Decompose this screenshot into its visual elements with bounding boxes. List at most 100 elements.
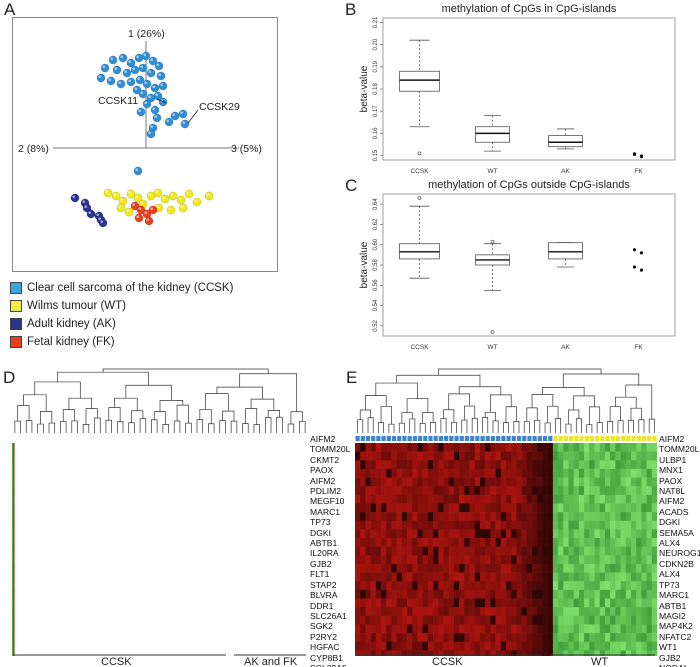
y-tick-label: 0.62 [373, 218, 379, 230]
boxplot-title: methylation of CpGs outside CpG-islands [428, 179, 630, 191]
heatmap-cell [615, 512, 621, 522]
heatmap-cell [589, 598, 595, 608]
heatmap-cell [506, 503, 512, 513]
dendrogram-branch [568, 409, 580, 425]
heatmap-cell [469, 624, 476, 634]
heatmap-cell [396, 572, 403, 582]
heatmap-cell [370, 460, 377, 470]
heatmap-cell [479, 443, 486, 452]
heatmap-cell [365, 512, 371, 522]
heatmap-cell [427, 494, 434, 504]
heatmap-cell [573, 443, 580, 452]
heatmap-cell [407, 572, 413, 582]
heatmap-cell [381, 607, 387, 617]
heatmap-cell [532, 563, 538, 573]
sample-strip-cell [428, 436, 433, 441]
gene-label: HGFAC [310, 642, 340, 653]
heatmap-cell [391, 529, 397, 539]
heatmap-cell [646, 486, 653, 496]
heatmap-cell [485, 451, 491, 461]
heatmap-cell [375, 572, 382, 582]
heatmap-cell [610, 468, 616, 478]
heatmap-cell [370, 443, 377, 452]
heatmap-cell [443, 581, 450, 591]
heatmap-cell [547, 615, 554, 625]
gene-label: NODAL [659, 663, 700, 667]
heatmap-cell [375, 563, 382, 573]
heatmap-cell [610, 503, 616, 513]
dendrogram-branch [153, 411, 167, 425]
heatmap-cell [641, 581, 647, 591]
heatmap-cell [360, 477, 366, 487]
heatmap-cell [558, 512, 564, 522]
heatmap-cell [584, 494, 590, 504]
heatmap-cell [537, 598, 543, 608]
heatmap-cell [547, 503, 554, 513]
heatmap-cell [532, 624, 538, 634]
heatmap-cell [500, 581, 507, 591]
pca-point-highlight [182, 121, 185, 124]
heatmap-cell [604, 598, 611, 608]
heatmap-cell [542, 477, 548, 487]
heatmap-cell [630, 572, 637, 582]
heatmap-cell [563, 650, 569, 656]
dendrogram-branch [102, 368, 269, 374]
dendrogram-branch [396, 374, 481, 387]
heatmap-cell [469, 589, 476, 599]
heatmap-cell [355, 641, 361, 651]
heatmap-cell [573, 529, 580, 539]
heatmap-cell [422, 650, 429, 656]
pca-point-ccsk [106, 76, 116, 86]
dendrogram-branch [105, 419, 112, 433]
heatmap-cell [558, 633, 564, 643]
pca-point-highlight [154, 115, 157, 118]
heatmap-cell [422, 555, 429, 565]
gene-label: MAGI2 [659, 610, 686, 621]
heatmap-cell [511, 563, 517, 573]
x-tick-label: AK [561, 344, 570, 351]
heatmap-cell [526, 598, 533, 608]
pca-point-highlight [143, 53, 146, 56]
heatmap-cell [438, 650, 444, 656]
heatmap-cell [485, 624, 491, 634]
heatmap-cell [412, 598, 418, 608]
heatmap-cell [568, 503, 574, 513]
heatmap-cell [459, 477, 465, 487]
dendrogram-branch [388, 423, 395, 433]
heatmap-cell [433, 468, 439, 478]
heatmap-cell [532, 460, 538, 470]
heatmap-cell [511, 555, 517, 565]
heatmap-cell [427, 460, 434, 470]
heatmap-cell [407, 503, 413, 513]
heatmap-cell [526, 641, 533, 651]
heatmap-cell [495, 641, 502, 651]
gene-label: MAP4K2 [659, 621, 693, 632]
heatmap-cell [636, 520, 642, 530]
heatmap-cell [646, 572, 653, 582]
dendrogram-branch [463, 405, 476, 421]
gene-label: WT1 [659, 642, 678, 653]
heatmap-cell [641, 460, 647, 470]
heatmap-cell [615, 650, 621, 656]
heatmap-cell [490, 589, 496, 599]
heatmap-cell [610, 555, 616, 565]
heatmap-cell [355, 451, 361, 461]
heatmap-cell [625, 486, 632, 496]
heatmap-cell [589, 624, 595, 634]
heatmap-cell [370, 529, 377, 539]
heatmap-cell [630, 538, 637, 547]
dendrogram-branch [471, 417, 478, 433]
heatmap-cell [360, 451, 366, 461]
pca-point-ccsk [142, 99, 152, 109]
heatmap-cell [412, 443, 418, 452]
dendrogram-branch [159, 400, 184, 412]
heatmap-cell [516, 641, 522, 651]
heatmap-cell [459, 503, 465, 513]
heatmap-cell [427, 607, 434, 617]
heatmap-cell [490, 581, 496, 591]
dendrogram-branch [482, 417, 489, 433]
heatmap-cell [386, 443, 392, 452]
heatmap-cell [599, 477, 606, 487]
heatmap-cell [604, 615, 611, 625]
heatmap-cell [532, 650, 538, 656]
